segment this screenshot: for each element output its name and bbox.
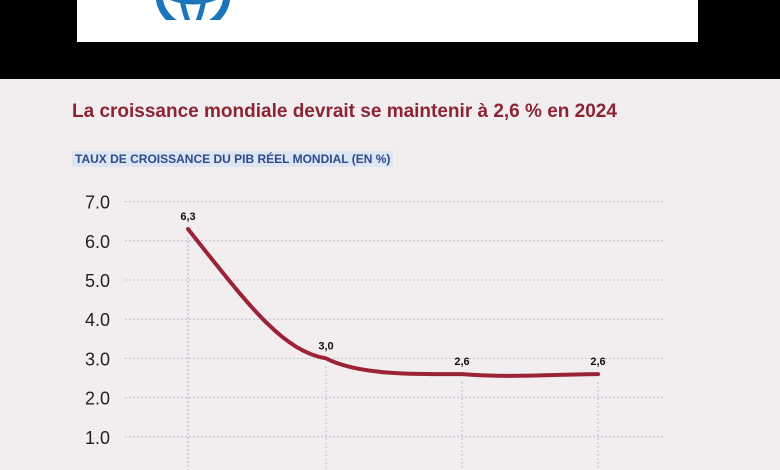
series-line [186,227,600,378]
chart-title: La croissance mondiale devrait se mainte… [72,101,617,122]
y-tick-label: 6.0 [85,232,110,252]
header-banner [77,0,698,42]
y-tick-label: 5.0 [85,271,110,291]
y-tick-label: 3.0 [85,349,110,369]
y-tick-label: 2.0 [85,389,110,409]
y-tick-label: 4.0 [85,310,110,330]
data-label: 2,6 [454,356,469,368]
y-tick-label: 7.0 [85,193,110,213]
data-label: 3,0 [318,340,333,352]
data-label: 6,3 [180,211,195,223]
y-tick-label: 1.0 [85,428,110,448]
black-strip [0,42,780,79]
line-chart: 7.0 6.0 5.0 4.0 3.0 2.0 1.0 6,3 3,0 2,6 2,6 [85,193,665,470]
globe-icon [155,0,231,20]
chart-panel: La croissance mondiale devrait se mainte… [0,79,780,470]
chart-subtitle: TAUX DE CROISSANCE DU PIB RÉEL MONDIAL (… [72,151,394,167]
data-label: 2,6 [590,356,605,368]
